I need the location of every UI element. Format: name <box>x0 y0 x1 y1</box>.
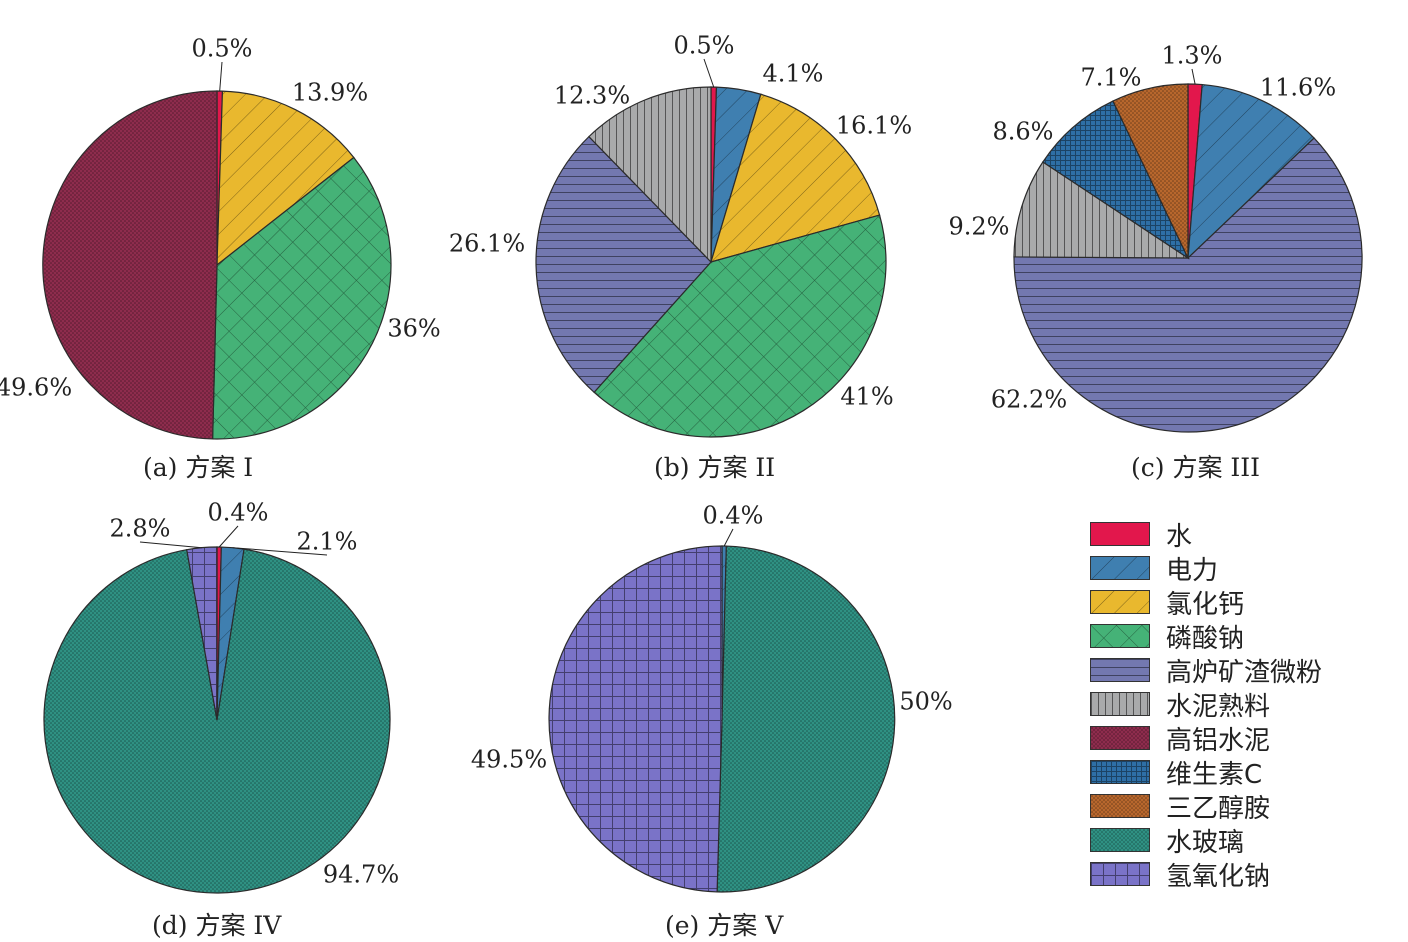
pie-c-slice-tea <box>1112 83 1189 259</box>
legend-label-nap: 磷酸钠 <box>1166 624 1245 654</box>
caption-c: (c) 方案 III <box>1131 453 1261 482</box>
legend-label-vitc: 维生素C <box>1166 760 1263 790</box>
pie-b-slice-slag <box>535 135 712 394</box>
pie-b-label-cacl: 16.1% <box>836 112 912 140</box>
pie-d-leader-naoh <box>139 541 202 549</box>
pie-a-slice-cacl <box>216 90 355 267</box>
pie-e-leader-power <box>723 528 734 547</box>
pie-d-label-water: 0.4% <box>208 499 269 527</box>
pie-c-leader-water <box>1191 68 1196 85</box>
pie-b-slice-clinker <box>588 86 712 264</box>
legend-item-clinker: 水泥熟料 <box>1090 688 1390 722</box>
pie-c-label-water: 1.3% <box>1162 42 1223 70</box>
legend-item-tea: 三乙醇胺 <box>1090 790 1390 824</box>
pie-e-slice-naoh <box>548 545 723 893</box>
pie-d-label-power: 2.1% <box>297 528 358 556</box>
pie-d: 0.4% 2.1% 94.7% 2.8% <box>43 499 399 894</box>
legend-item-naoh: 氢氧化钠 <box>1090 858 1390 892</box>
pie-b: 0.5% 4.1% 16.1% 41% 26.1% 12.3% <box>449 32 912 438</box>
legend-label-alcement: 高铝水泥 <box>1166 726 1271 756</box>
legend-label-slag: 高炉矿渣微粉 <box>1166 658 1323 688</box>
legend-item-water: 水 <box>1090 518 1390 552</box>
pie-d-leader-water <box>218 525 239 548</box>
pie-b-slice-nap <box>593 214 887 438</box>
pie-c-label-clinker: 9.2% <box>949 213 1010 241</box>
legend-swatch-water <box>1090 522 1150 546</box>
legend-item-vitc: 维生素C <box>1090 756 1390 790</box>
legend-item-cacl: 氯化钙 <box>1090 586 1390 620</box>
legend-swatch-alcement <box>1090 726 1150 750</box>
pie-d-slice-glass <box>43 548 391 894</box>
legend-swatch-naoh <box>1090 862 1150 886</box>
pie-d-label-naoh: 2.8% <box>110 515 171 543</box>
legend-swatch-power <box>1090 556 1150 580</box>
pie-c-label-slag: 62.2% <box>991 386 1067 414</box>
pie-b-label-nap: 41% <box>840 383 893 411</box>
legend-label-glass: 水玻璃 <box>1166 828 1245 858</box>
pie-a: 0.5% 13.9% 36% 49.6% <box>0 35 441 440</box>
legend-swatch-nap <box>1090 624 1150 648</box>
legend-label-tea: 三乙醇胺 <box>1166 794 1271 824</box>
legend-swatch-slag <box>1090 658 1150 682</box>
caption-a: (a) 方案 I <box>143 453 254 482</box>
caption-e: (e) 方案 V <box>665 911 784 940</box>
pie-b-label-slag: 26.1% <box>449 230 525 258</box>
pie-e-label-naoh: 49.5% <box>471 746 547 774</box>
pie-b-label-power: 4.1% <box>763 60 824 88</box>
legend-swatch-vitc <box>1090 760 1150 784</box>
legend-item-nap: 磷酸钠 <box>1090 620 1390 654</box>
pie-b-label-water: 0.5% <box>674 32 735 60</box>
pie-c-slice-slag <box>1013 137 1363 433</box>
pie-c-label-tea: 7.1% <box>1081 64 1142 92</box>
pie-a-label-nap: 36% <box>387 315 440 343</box>
pie-c-slice-clinker <box>1013 161 1191 259</box>
legend-label-clinker: 水泥熟料 <box>1166 692 1271 722</box>
legend-label-power: 电力 <box>1166 556 1219 586</box>
pie-a-slice-alcement <box>42 90 218 440</box>
pie-a-leader-water <box>219 61 223 92</box>
pie-b-slice-cacl <box>710 93 881 263</box>
legend-label-naoh: 氢氧化钠 <box>1166 862 1271 892</box>
pie-e-label-glass: 50% <box>899 688 952 716</box>
pie-e-label-power: 0.4% <box>703 502 764 530</box>
pie-c-slice-vitc <box>1042 100 1190 260</box>
pie-d-leader-power <box>232 547 328 556</box>
pie-a-label-water: 0.5% <box>192 35 253 63</box>
pie-e-slice-glass <box>716 545 896 893</box>
legend-swatch-tea <box>1090 794 1150 818</box>
caption-d: (d) 方案 IV <box>152 911 282 940</box>
legend-item-slag: 高炉矿渣微粉 <box>1090 654 1390 688</box>
pie-d-label-glass: 94.7% <box>323 861 399 889</box>
pie-c-slice-power <box>1187 83 1315 260</box>
legend-swatch-glass <box>1090 828 1150 852</box>
pie-b-label-clinker: 12.3% <box>554 82 630 110</box>
legend-label-water: 水 <box>1166 522 1193 552</box>
caption-b: (b) 方案 II <box>654 453 776 482</box>
legend-item-power: 电力 <box>1090 552 1390 586</box>
pie-a-label-alcement: 49.6% <box>0 374 72 402</box>
legend-item-alcement: 高铝水泥 <box>1090 722 1390 756</box>
legend-swatch-cacl <box>1090 590 1150 614</box>
pie-c-label-vitc: 8.6% <box>993 118 1054 146</box>
pie-a-label-cacl: 13.9% <box>292 79 368 107</box>
pie-c-label-power: 11.6% <box>1260 74 1336 102</box>
pie-e: 0.4% 50% 49.5% <box>471 502 953 893</box>
pie-c: 1.3% 11.6% 62.2% 9.2% 8.6% 7.1% <box>949 42 1363 433</box>
legend-label-cacl: 氯化钙 <box>1166 590 1245 620</box>
pie-a-slice-nap <box>212 156 392 440</box>
legend-swatch-clinker <box>1090 692 1150 716</box>
pie-b-leader-water <box>703 58 715 88</box>
legend-item-glass: 水玻璃 <box>1090 824 1390 858</box>
